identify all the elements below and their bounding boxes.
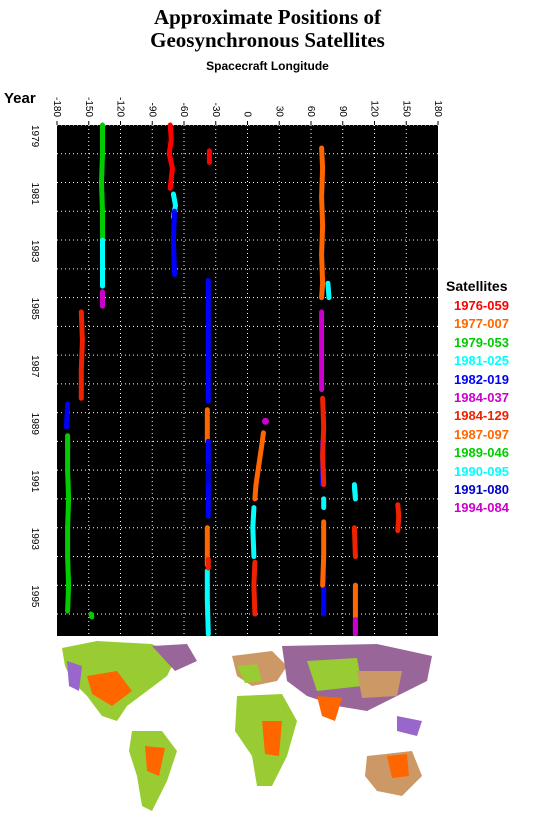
- y-axis-label: Year: [4, 90, 36, 107]
- legend-entry: 1994-084: [454, 500, 509, 516]
- series-line: [64, 401, 71, 430]
- chart-title-line1: Approximate Positions of: [153, 5, 382, 29]
- map-africa-zone: [262, 721, 282, 756]
- legend-entry: 1991-080: [454, 482, 509, 497]
- series-marks: [64, 122, 402, 637]
- legend-entry: 1989-046: [454, 445, 509, 461]
- x-tick-label: 0: [242, 111, 253, 117]
- legend-entry: 1982-019: [454, 371, 509, 387]
- legend-entry: 1979-053: [454, 334, 509, 350]
- chart-title-line2: Geosynchronous Satellites: [150, 28, 385, 52]
- x-tick-label: 180: [432, 100, 443, 117]
- series-line: [320, 395, 327, 488]
- series-line: [395, 502, 402, 534]
- map-china-zone: [357, 671, 402, 698]
- y-tick-label: 1979: [29, 125, 40, 148]
- legend-entry: 1981-025: [454, 353, 509, 369]
- legend-entry: 1990-095: [454, 463, 509, 479]
- series-point: [261, 417, 269, 425]
- map-north-america-zone: [87, 671, 132, 706]
- series-line: [166, 122, 175, 191]
- series-line: [250, 505, 257, 559]
- series-line: [251, 559, 258, 617]
- map-indonesia: [397, 716, 422, 736]
- series-line: [351, 484, 358, 502]
- legend-entry: 1977-007: [454, 316, 509, 332]
- series-line: [351, 525, 358, 559]
- y-tick-label: 1989: [29, 413, 40, 436]
- y-tick-label: 1981: [29, 183, 40, 206]
- satellite-chart: -180 -150 -120 -90 -60 -30 0 30 60 90 120 150 180 19…: [29, 97, 443, 637]
- series-line: [170, 208, 177, 278]
- series-line: [65, 438, 72, 614]
- x-tick-label: 90: [337, 106, 348, 118]
- map-greenland: [152, 644, 197, 671]
- series-line: [78, 309, 85, 401]
- legend-entry: 1987-097: [454, 426, 509, 442]
- map-india: [317, 696, 342, 721]
- series-line: [204, 568, 211, 637]
- legend-entry: 1984-037: [454, 390, 509, 405]
- grid-lines: [57, 124, 438, 637]
- x-tick-labels: -180 -150 -120 -90 -60 -30 0 30 60 90 120 150 180: [51, 97, 443, 125]
- y-tick-label: 1993: [29, 528, 40, 551]
- y-tick-label: 1995: [29, 585, 40, 608]
- x-tick-label: -30: [210, 103, 221, 118]
- legend-entry: 1976-059: [454, 298, 509, 313]
- legend-title: Satellites: [446, 278, 508, 294]
- y-tick-label: 1985: [29, 298, 40, 321]
- map-south-america-zone: [145, 746, 165, 776]
- x-tick-label: 150: [400, 100, 411, 117]
- x-tick-label: 60: [305, 106, 316, 118]
- map-australia-zone: [387, 754, 409, 778]
- y-tick-label: 1987: [29, 355, 40, 378]
- series-line: [325, 280, 332, 301]
- y-tick-label: 1983: [29, 240, 40, 263]
- x-tick-label: -180: [51, 97, 62, 117]
- legend-entry: 1984-129: [454, 408, 509, 424]
- map-alaska-zone: [67, 661, 82, 691]
- chart-subtitle: Spacecraft Longitude: [206, 59, 329, 73]
- series-line: [99, 122, 105, 243]
- y-tick-labels: 1979 1981 1983 1985 1987 1989 1991 1993 1995: [29, 125, 40, 608]
- x-tick-label: 120: [369, 100, 380, 117]
- world-map-image: [57, 636, 438, 832]
- x-tick-label: -120: [115, 97, 126, 117]
- series-line: [320, 519, 327, 588]
- y-tick-label: 1991: [29, 470, 40, 493]
- x-tick-label: 30: [273, 106, 284, 118]
- map-asia-zone: [307, 658, 362, 691]
- x-tick-label: -60: [178, 103, 189, 118]
- series-line: [88, 611, 95, 620]
- series-line: [319, 145, 326, 301]
- series-line: [252, 430, 266, 502]
- x-tick-label: -150: [83, 97, 94, 117]
- map-europe-zone: [237, 664, 262, 683]
- x-tick-label: -90: [146, 103, 157, 118]
